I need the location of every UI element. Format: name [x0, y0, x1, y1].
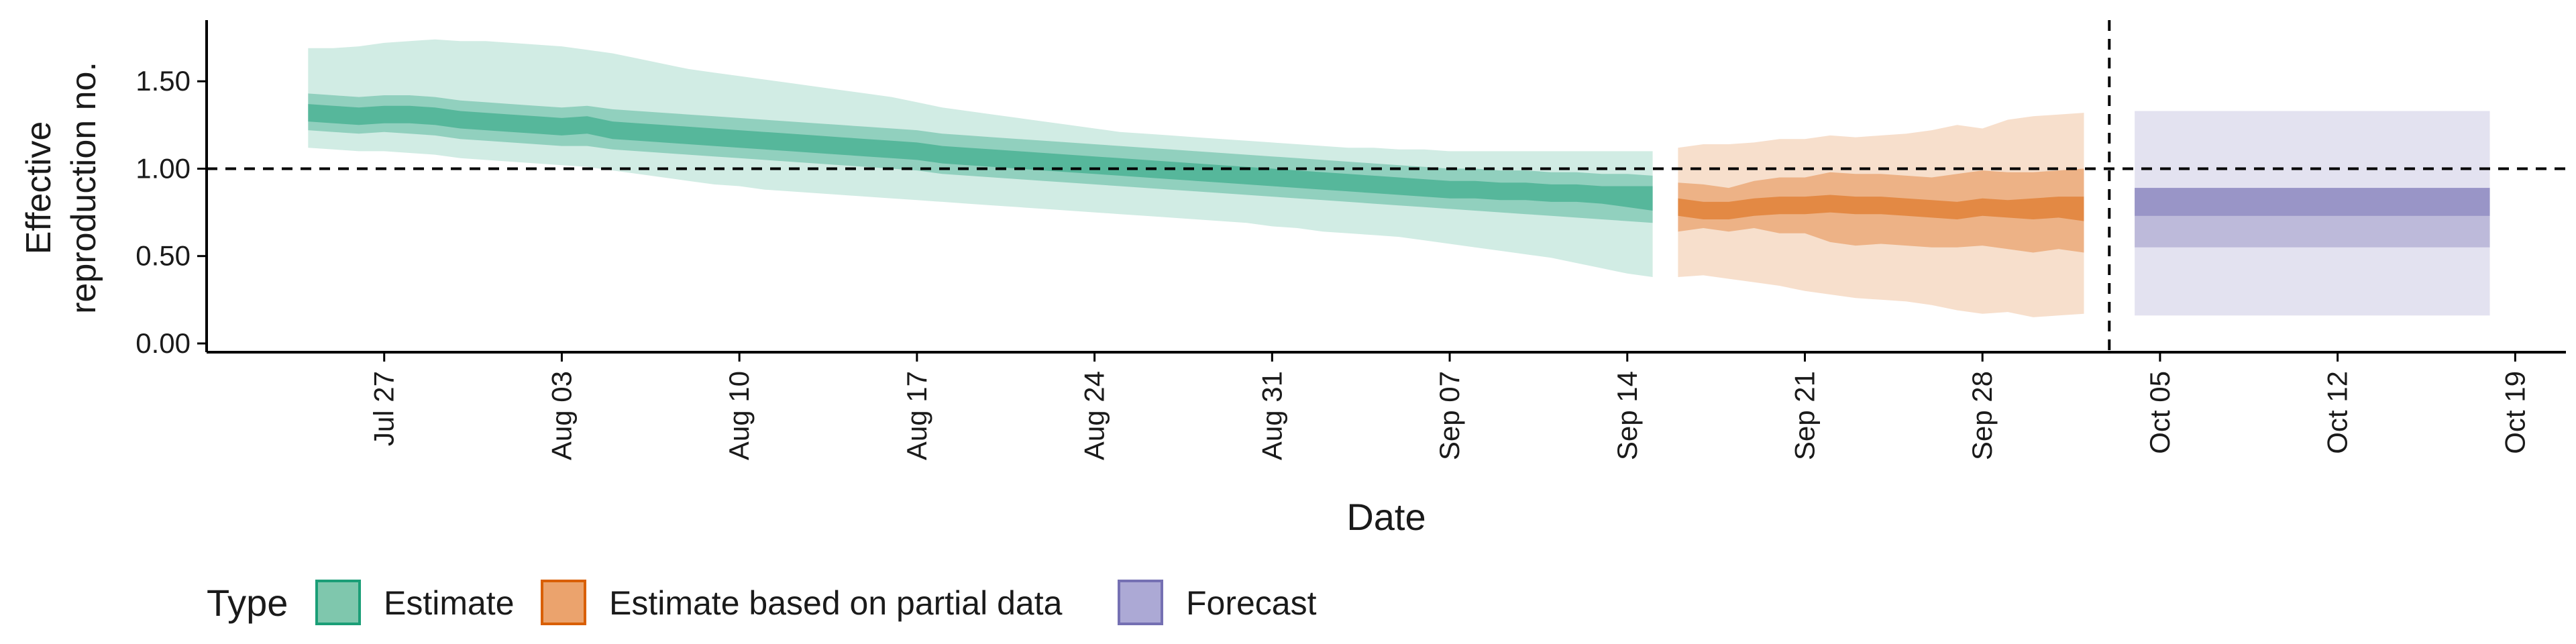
y-tick-label: 0.50: [136, 240, 191, 272]
plot-area: [308, 39, 2490, 317]
axes: 0.00 0.50 1.00 1.50 Jul 27 Aug 03 Aug 10 Aug 17…: [136, 20, 2566, 460]
partial-estimate-median-band: [1678, 195, 2084, 221]
estimate-median-band: [308, 104, 1653, 211]
legend-label-partial-estimate: Estimate based on partial data: [609, 584, 1063, 622]
y-tick-label: 1.00: [136, 152, 191, 184]
forecast-median-band: [2135, 188, 2490, 216]
axis-labels: Effective reproduction no. Date: [19, 62, 1426, 538]
series-partial-estimate: [1678, 113, 2084, 317]
x-tick-label: Aug 10: [723, 371, 755, 460]
x-axis-label: Date: [1346, 496, 1426, 538]
legend-title: Type: [207, 582, 288, 624]
legend-key-estimate: [315, 580, 361, 625]
x-tick-label: Sep 14: [1611, 371, 1643, 460]
x-tick-label: Oct 05: [2144, 371, 2176, 454]
series-forecast: [2135, 111, 2490, 316]
x-tick-label: Aug 24: [1079, 371, 1110, 460]
y-tick-label: 0.00: [136, 327, 191, 359]
x-tick-label: Sep 21: [1788, 371, 1820, 460]
y-axis-label-line-2: reproduction no.: [64, 62, 103, 314]
y-tick-label: 1.50: [136, 65, 191, 97]
legend-label-forecast: Forecast: [1186, 584, 1317, 622]
legend-key-forecast: [1118, 580, 1163, 625]
partial-estimate-90-band: [1678, 113, 2084, 317]
y-axis-label-line-1: Effective: [19, 121, 58, 254]
x-tick-label: Aug 31: [1256, 371, 1287, 460]
x-tick-label: Jul 27: [368, 371, 400, 446]
legend: Type Estimate Estimate based on partial d…: [207, 580, 1317, 625]
series-estimate: [308, 39, 1653, 277]
legend-label-estimate: Estimate: [384, 584, 515, 622]
x-tick-label: Sep 07: [1434, 371, 1465, 460]
x-tick-label: Aug 17: [901, 371, 932, 460]
x-tick-label: Oct 12: [2322, 371, 2353, 454]
x-tick-label: Sep 28: [1966, 371, 1998, 460]
legend-key-partial-estimate: [541, 580, 586, 625]
x-tick-label: Aug 03: [545, 371, 577, 460]
x-tick-label: Oct 19: [2499, 371, 2530, 454]
